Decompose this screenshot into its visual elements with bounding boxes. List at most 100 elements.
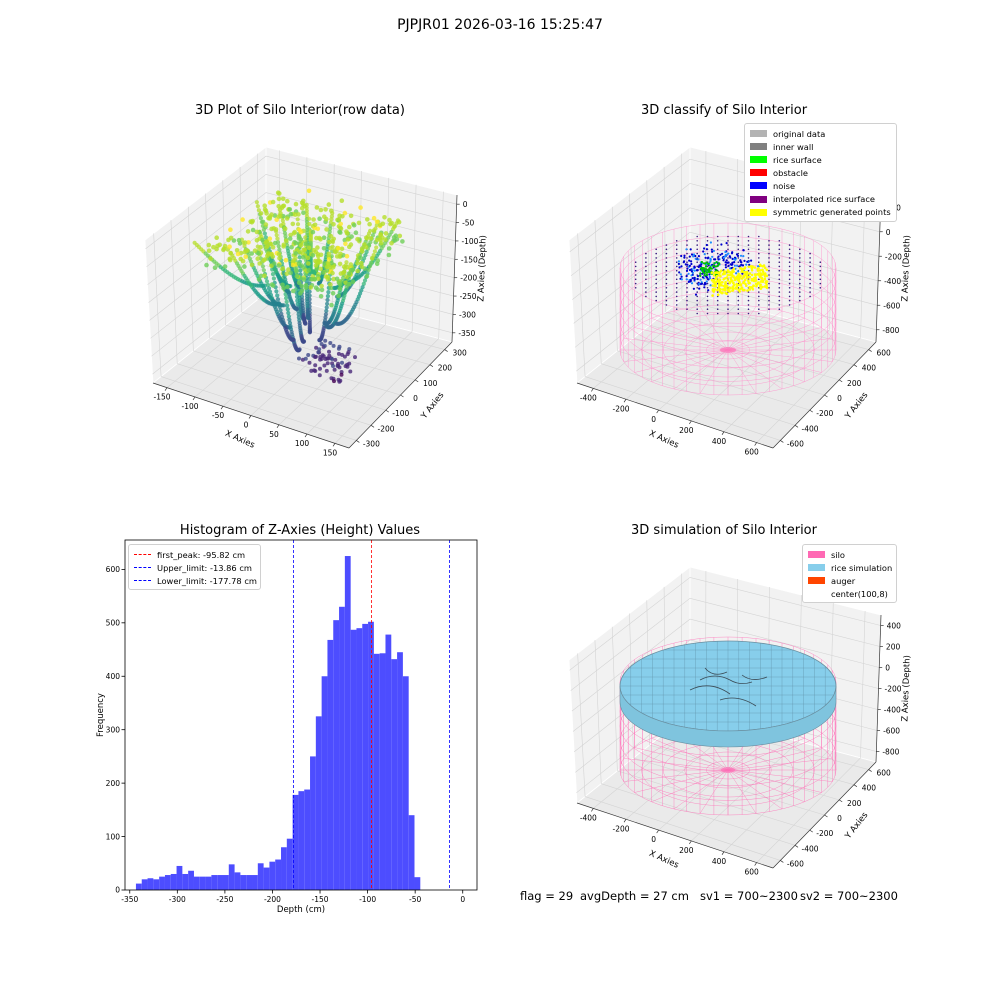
classify-x-tick: 600 <box>745 448 760 457</box>
raw-x-tick: 100 <box>295 439 310 448</box>
raw-point-cloud <box>192 188 405 384</box>
simulation-x-tick: 600 <box>745 868 760 877</box>
histogram-bars <box>135 556 421 890</box>
status-sv1: sv1 = 700~2300 <box>700 889 798 903</box>
simulation-y-tick: 600 <box>876 769 891 778</box>
legend-swatch <box>750 169 767 177</box>
simulation-x-tick: -400 <box>580 813 597 822</box>
classify-y-tick: -400 <box>802 424 819 433</box>
classify-y-tick: -600 <box>787 439 804 448</box>
raw-x-tick: 0 <box>244 421 249 430</box>
histogram-x-tick: 0 <box>460 895 465 904</box>
histogram-x-tick: -350 <box>121 895 138 904</box>
raw-x-tick: 50 <box>269 430 279 439</box>
legend-entry: interpolated rice surface <box>750 192 891 205</box>
raw-data-3d-plot: -150-100-50050100150-300-200-10001002003… <box>144 146 489 457</box>
histogram-bar <box>310 756 316 890</box>
histogram-bar <box>344 556 351 890</box>
histogram-bar <box>356 628 363 890</box>
rice-simulation-surface <box>619 640 837 748</box>
histogram-bar <box>141 879 148 890</box>
raw-x-tick: -150 <box>153 393 170 402</box>
histogram-bar <box>193 876 200 890</box>
simulation-z-label: Z Axies (Depth) <box>900 655 912 722</box>
status-flag: flag = 29 <box>520 889 574 903</box>
classify-z-tick: -200 <box>885 252 902 261</box>
histogram-bar <box>414 877 421 890</box>
histogram-bar <box>286 838 293 890</box>
simulation-x-tick: 400 <box>712 857 727 866</box>
classify-legend: original data inner wall rice surface obsta… <box>744 123 897 222</box>
histogram-bar <box>350 629 357 890</box>
raw-plot-title: 3D Plot of Silo Interior(row data) <box>195 103 405 118</box>
legend-swatch <box>750 208 767 216</box>
classify-x-tick: 400 <box>712 437 727 446</box>
histogram-x-tick: -50 <box>409 895 421 904</box>
simulation-z-tick: -600 <box>883 727 900 736</box>
legend-swatch <box>750 195 767 203</box>
histogram-bar <box>321 676 328 890</box>
simulation-z-tick: -200 <box>885 685 902 694</box>
legend-entry: auger <box>808 574 891 587</box>
raw-x-tick: -50 <box>212 411 224 420</box>
histogram-x-tick: -200 <box>264 895 281 904</box>
simulation-x-tick: 200 <box>679 846 694 855</box>
legend-swatch <box>134 580 151 582</box>
classify-x-tick: 0 <box>651 415 656 424</box>
histogram-bar <box>408 815 415 890</box>
histogram-bar <box>298 791 305 890</box>
histogram-bar <box>333 620 340 890</box>
histogram-plot: -350 -300 -250 -200 -150 -100 -50 0 0 100 200 300 40… <box>96 539 478 915</box>
histogram-bar <box>275 859 282 890</box>
simulation-x-label: X Axies <box>647 849 680 871</box>
legend-label: silo <box>831 549 846 560</box>
histogram-bar <box>199 876 206 890</box>
histogram-bar <box>252 875 258 890</box>
histogram-bar <box>292 794 299 890</box>
raw-y-label: Y Axies <box>419 390 447 422</box>
symmetric-points <box>710 263 769 297</box>
legend-entry: silo <box>808 548 891 561</box>
classify-y-tick: -200 <box>816 409 833 418</box>
histogram-y-tick: 600 <box>106 565 121 574</box>
raw-x-label: X Axies <box>223 429 256 451</box>
status-avg-depth: avgDepth = 27 cm <box>580 889 689 903</box>
classify-x-label: X Axies <box>647 429 680 451</box>
histogram-bar <box>315 716 322 890</box>
simulation-y-tick: -600 <box>787 859 804 868</box>
legend-label: center(100,8) <box>831 588 888 599</box>
simulation-x-tick: 0 <box>651 835 656 844</box>
simulation-z-tick: 0 <box>885 664 890 673</box>
histogram-bar <box>217 875 223 890</box>
raw-y-tick: -300 <box>363 439 380 448</box>
raw-z-tick: -50 <box>462 219 474 228</box>
legend-entry: Lower_limit: -177.78 cm <box>134 574 257 587</box>
simulation-y-label: Y Axies <box>843 810 871 842</box>
classify-y-tick: 200 <box>847 379 862 388</box>
histogram-y-tick: 300 <box>106 725 121 734</box>
legend-entry: Upper_limit: -13.86 cm <box>134 561 255 574</box>
histogram-bar <box>246 875 252 890</box>
raw-y-tick: 0 <box>413 394 418 403</box>
simulation-z-tick: -400 <box>884 706 901 715</box>
histogram-bar <box>159 876 165 890</box>
legend-swatch <box>750 143 767 151</box>
legend-label: Upper_limit: -13.86 cm <box>157 562 252 573</box>
simulation-y-tick: 0 <box>837 814 842 823</box>
raw-y-tick: 200 <box>438 364 453 373</box>
classify-z-label: Z Axies (Depth) <box>900 235 912 302</box>
histogram-x-tick: -250 <box>216 895 233 904</box>
histogram-legend: first_peak: -95.82 cm Upper_limit: -13.86… <box>128 544 261 591</box>
raw-x-tick: 150 <box>323 448 338 457</box>
histogram-title: Histogram of Z-Axies (Height) Values <box>179 523 421 538</box>
classify-x-tick: -400 <box>580 393 597 402</box>
classify-z-tick: -400 <box>884 277 901 286</box>
legend-label: rice simulation <box>831 562 893 573</box>
silo-center-mark <box>721 767 735 773</box>
simulation-x-tick: -200 <box>612 824 629 833</box>
silo-center-mark <box>720 347 736 353</box>
legend-label: inner wall <box>773 141 814 152</box>
raw-z-tick: -100 <box>461 237 478 246</box>
histogram-bar <box>188 870 194 890</box>
